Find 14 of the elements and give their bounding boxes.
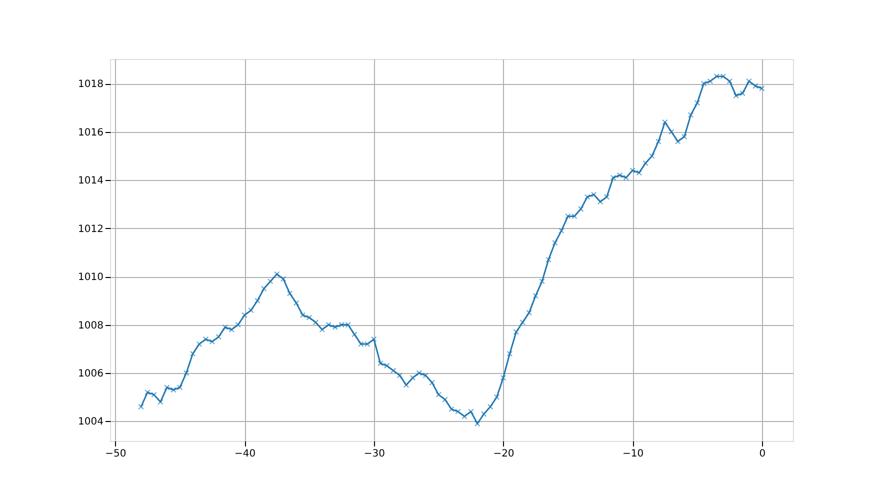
y-tick-label: 1006 — [78, 368, 104, 380]
x-tick-label: −30 — [364, 448, 385, 460]
y-tick-label: 1010 — [78, 272, 104, 284]
y-tick-label: 1016 — [78, 127, 104, 138]
x-tick-label: −10 — [622, 448, 644, 460]
y-tick-label: 1008 — [78, 320, 104, 332]
y-tick-label: 1018 — [78, 79, 104, 90]
y-tick-label: 1012 — [78, 224, 104, 235]
y-tick-label: 1004 — [78, 416, 104, 428]
x-tick-label: −40 — [234, 448, 256, 460]
x-tick-label: −20 — [493, 448, 514, 460]
x-tick-label: 0 — [759, 448, 766, 460]
y-tick-label: 1014 — [78, 176, 104, 187]
x-tick-label: −50 — [105, 448, 126, 460]
